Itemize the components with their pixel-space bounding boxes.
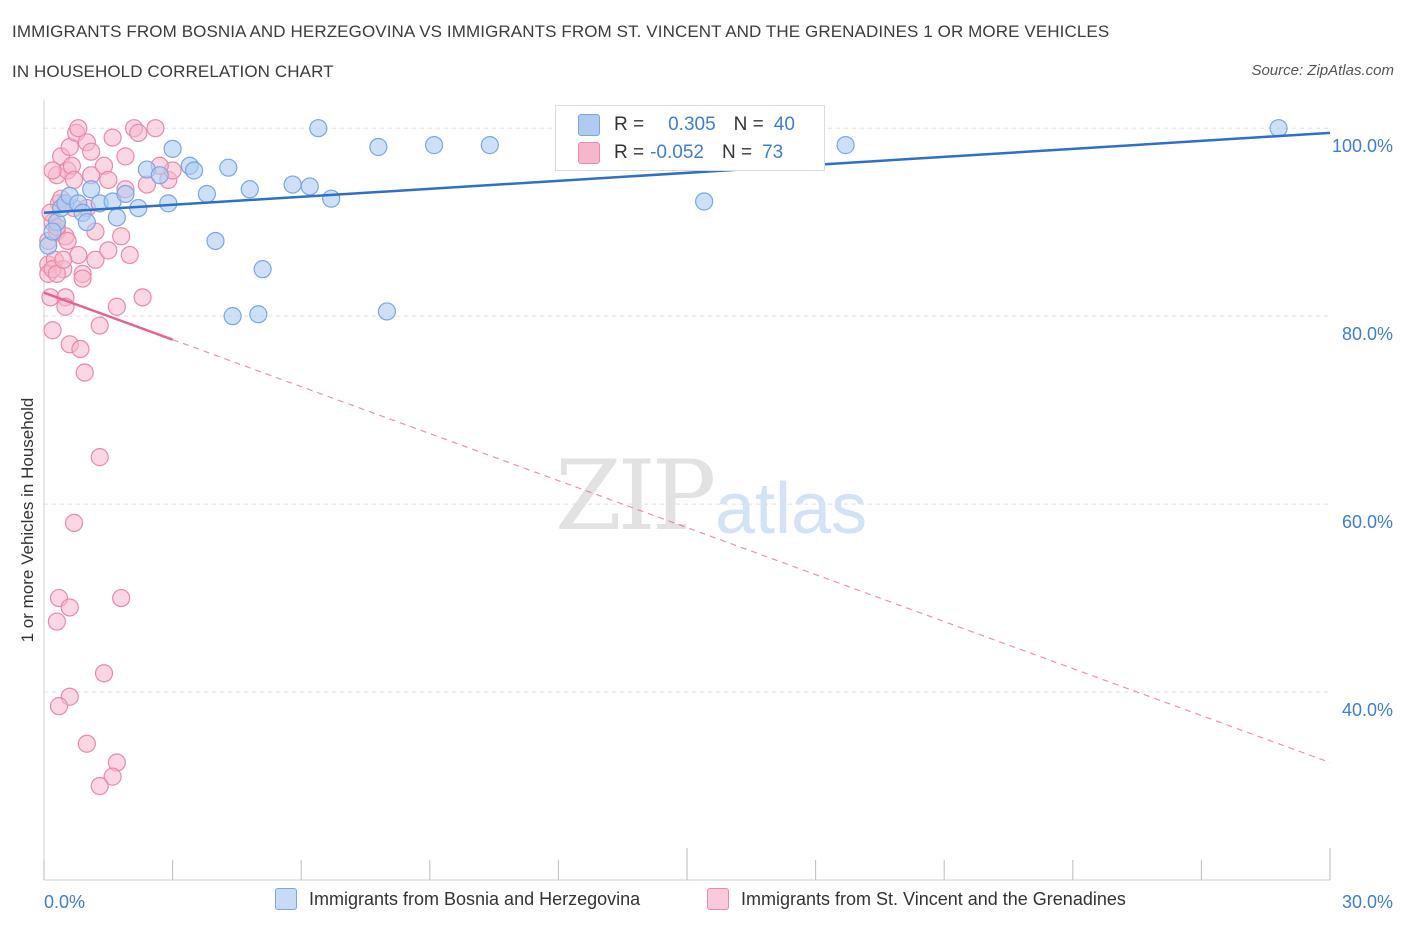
bosnia-point <box>77 213 96 232</box>
legend-label-bosnia: Immigrants from Bosnia and Herzegovina <box>309 888 641 909</box>
stvincent-point <box>58 231 77 251</box>
stvincent-legend-swatch <box>707 888 729 910</box>
bosnia-point <box>480 136 499 155</box>
stvincent-point <box>71 339 90 359</box>
series-legend: Immigrants from Bosnia and Herzegovina I… <box>0 888 1406 916</box>
bosnia-point <box>197 184 216 204</box>
y-tick-label: 80.0% <box>1342 324 1393 344</box>
stvincent-point <box>73 269 92 288</box>
stvincent-trend-line <box>43 291 174 341</box>
bosnia-point <box>43 222 62 241</box>
x-tick-label: 0.0% <box>44 892 85 912</box>
bosnia-point <box>1269 119 1288 138</box>
legend-row-bosnia: R = 0.305 N = 40 <box>578 113 795 137</box>
stvincent-point <box>64 513 84 532</box>
stvincent-point <box>112 588 131 608</box>
chart-title-line2: IN HOUSEHOLD CORRELATION CHART <box>12 62 334 81</box>
bosnia-point <box>253 260 272 279</box>
stvincent-point <box>86 250 105 269</box>
bosnia-point <box>300 177 319 196</box>
stvincent-point <box>60 598 79 617</box>
bosnia-point <box>369 137 388 157</box>
y-tick-label: 100.0% <box>1332 136 1393 156</box>
bosnia-point <box>424 136 444 155</box>
bosnia-point <box>223 307 242 326</box>
y-tick-label: 40.0% <box>1342 700 1393 720</box>
stvincent-trend-line-dashed <box>172 339 1331 764</box>
stvincent-point <box>116 147 135 166</box>
bosnia-point <box>184 161 204 180</box>
bosnia-legend-swatch <box>275 888 297 910</box>
stvincent-point <box>82 142 101 161</box>
bosnia-point <box>249 305 268 324</box>
r-value: 0.305 <box>668 114 716 135</box>
stvincent-point <box>103 128 122 147</box>
stvincent-point <box>107 297 126 316</box>
stvincent-point <box>64 170 84 189</box>
stvincent-point <box>77 734 96 753</box>
bosnia-point <box>163 139 182 158</box>
bosnia-point <box>283 175 302 194</box>
y-tick-label: 60.0% <box>1342 512 1393 532</box>
stvincent-point <box>54 250 73 269</box>
stvincent-point <box>43 161 62 180</box>
stvincent-point <box>90 776 109 796</box>
bosnia-point <box>695 192 714 211</box>
bosnia-point <box>322 189 341 208</box>
stvincent-point <box>69 245 88 265</box>
stvincent-point <box>94 664 114 683</box>
stvincent-point <box>90 316 109 335</box>
legend-row-stvincent: R = -0.052 N = 73 <box>578 141 783 165</box>
correlation-legend: R = 0.305 N = 40 R = -0.052 N = 73 <box>555 105 825 171</box>
y-axis-label: 1 or more Vehicles in Household <box>18 397 37 643</box>
legend-label-stvincent: Immigrants from St. Vincent and the Gren… <box>741 888 1126 909</box>
n-value: 73 <box>762 142 784 163</box>
bosnia-point <box>82 180 101 199</box>
bosnia-trend-line <box>43 131 1331 215</box>
y-axis-label-wrap: 1 or more Vehicles in Household <box>8 200 48 840</box>
stvincent-point <box>103 767 122 786</box>
stvincent-point <box>133 288 152 307</box>
source-label: Source: ZipAtlas.com <box>1251 62 1394 79</box>
watermark-zip: ZIP <box>555 440 716 552</box>
bosnia-point <box>836 136 855 155</box>
bosnia-point <box>107 208 126 227</box>
stvincent-point <box>112 227 131 246</box>
stvincent-point <box>99 241 118 260</box>
stvincent-point <box>146 119 165 138</box>
watermark-atlas: atlas <box>715 469 868 549</box>
x-tick-label: 30.0% <box>1342 892 1393 912</box>
n-label: N = <box>733 114 764 135</box>
chart-title-line1: IMMIGRANTS FROM BOSNIA AND HERZEGOVINA V… <box>12 22 1110 41</box>
legend-item-stvincent: Immigrants from St. Vincent and the Gren… <box>707 888 1126 910</box>
r-label: R = <box>614 142 645 163</box>
stvincent-point <box>69 119 88 138</box>
bosnia-point <box>377 302 397 321</box>
legend-item-bosnia: Immigrants from Bosnia and Herzegovina <box>275 888 640 910</box>
stvincent-point <box>129 123 148 142</box>
stvincent-point <box>90 448 109 467</box>
stvincent-point <box>75 363 94 382</box>
bosnia-point <box>159 194 178 213</box>
stvincent-point <box>47 612 66 631</box>
r-value: -0.052 <box>650 142 704 163</box>
n-label: N = <box>721 142 753 163</box>
bosnia-point <box>309 119 328 138</box>
n-value: 40 <box>773 114 795 135</box>
stvincent-point <box>43 321 62 340</box>
bosnia-point <box>116 184 135 204</box>
bosnia-point <box>240 180 259 199</box>
bosnia-point <box>150 166 169 185</box>
bosnia-point <box>219 158 238 177</box>
stvincent-point <box>49 697 69 716</box>
bosnia-point <box>206 231 225 251</box>
stvincent-point <box>99 170 118 189</box>
stvincent-swatch <box>578 142 600 164</box>
r-label: R = <box>614 114 645 135</box>
bosnia-swatch <box>578 114 600 136</box>
stvincent-point <box>120 245 139 265</box>
